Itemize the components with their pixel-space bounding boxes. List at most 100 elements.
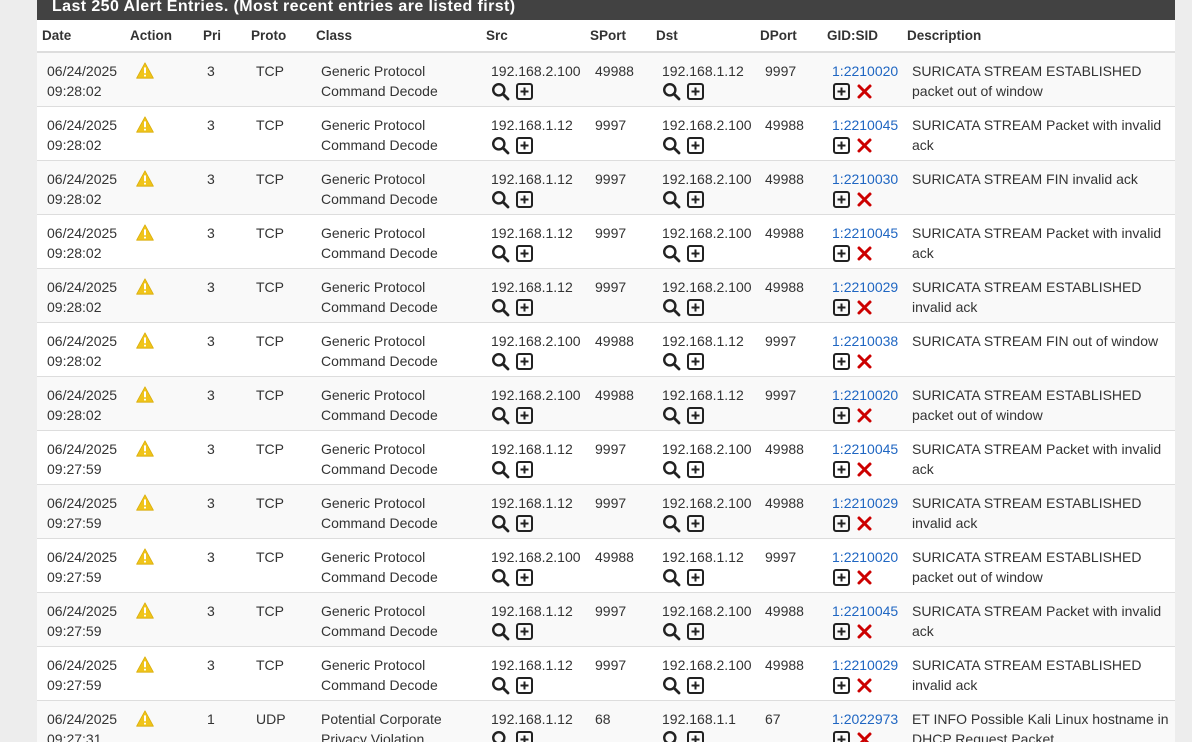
close-icon[interactable] [855,190,874,209]
plus-square-icon[interactable] [515,460,534,479]
plus-square-icon[interactable] [832,82,851,101]
plus-square-icon[interactable] [832,460,851,479]
close-icon[interactable] [855,730,874,742]
gid-sid-link[interactable]: 1:2210029 [832,493,898,513]
plus-square-icon[interactable] [832,190,851,209]
search-icon[interactable] [662,460,681,479]
col-src[interactable]: Src [486,28,508,43]
search-icon[interactable] [491,136,510,155]
plus-square-icon[interactable] [515,82,534,101]
search-icon[interactable] [491,460,510,479]
plus-square-icon[interactable] [686,514,705,533]
search-icon[interactable] [491,676,510,695]
search-icon[interactable] [491,352,510,371]
close-icon[interactable] [855,406,874,425]
search-icon[interactable] [662,622,681,641]
plus-square-icon[interactable] [515,244,534,263]
plus-square-icon[interactable] [832,298,851,317]
plus-square-icon[interactable] [515,676,534,695]
gid-sid-link[interactable]: 1:2210030 [832,169,898,189]
plus-square-icon[interactable] [832,568,851,587]
plus-square-icon[interactable] [832,622,851,641]
plus-square-icon[interactable] [686,676,705,695]
plus-square-icon[interactable] [686,622,705,641]
search-icon[interactable] [491,406,510,425]
gid-sid-link[interactable]: 1:2210020 [832,61,898,81]
col-description[interactable]: Description [907,28,982,43]
plus-square-icon[interactable] [686,136,705,155]
close-icon[interactable] [855,298,874,317]
close-icon[interactable] [855,352,874,371]
plus-square-icon[interactable] [686,460,705,479]
plus-square-icon[interactable] [686,730,705,742]
plus-square-icon[interactable] [515,352,534,371]
plus-square-icon[interactable] [515,136,534,155]
search-icon[interactable] [491,622,510,641]
plus-square-icon[interactable] [832,352,851,371]
search-icon[interactable] [491,568,510,587]
plus-square-icon[interactable] [686,190,705,209]
plus-square-icon[interactable] [832,514,851,533]
plus-square-icon[interactable] [832,676,851,695]
plus-square-icon[interactable] [515,568,534,587]
plus-square-icon[interactable] [686,298,705,317]
search-icon[interactable] [491,514,510,533]
col-action[interactable]: Action [130,28,172,43]
col-dport[interactable]: DPort [760,28,797,43]
plus-square-icon[interactable] [515,622,534,641]
search-icon[interactable] [662,82,681,101]
plus-square-icon[interactable] [686,352,705,371]
col-date[interactable]: Date [42,28,72,43]
close-icon[interactable] [855,460,874,479]
gid-sid-link[interactable]: 1:2210045 [832,115,898,135]
plus-square-icon[interactable] [686,244,705,263]
plus-square-icon[interactable] [832,136,851,155]
col-gidsid[interactable]: GID:SID [827,28,879,43]
search-icon[interactable] [662,244,681,263]
search-icon[interactable] [662,730,681,742]
search-icon[interactable] [491,82,510,101]
plus-square-icon[interactable] [686,82,705,101]
col-pri[interactable]: Pri [203,28,222,43]
plus-square-icon[interactable] [686,406,705,425]
plus-square-icon[interactable] [832,730,851,742]
gid-sid-link[interactable]: 1:2210045 [832,601,898,621]
gid-sid-link[interactable]: 1:2210020 [832,547,898,567]
plus-square-icon[interactable] [515,298,534,317]
gid-sid-link[interactable]: 1:2022973 [832,709,898,729]
plus-square-icon[interactable] [515,190,534,209]
close-icon[interactable] [855,136,874,155]
search-icon[interactable] [662,190,681,209]
plus-square-icon[interactable] [515,514,534,533]
search-icon[interactable] [662,676,681,695]
search-icon[interactable] [662,352,681,371]
plus-square-icon[interactable] [686,568,705,587]
search-icon[interactable] [662,514,681,533]
close-icon[interactable] [855,514,874,533]
gid-sid-link[interactable]: 1:2210029 [832,277,898,297]
gid-sid-link[interactable]: 1:2210029 [832,655,898,675]
plus-square-icon[interactable] [832,406,851,425]
col-dst[interactable]: Dst [656,28,678,43]
close-icon[interactable] [855,622,874,641]
col-proto[interactable]: Proto [251,28,287,43]
search-icon[interactable] [662,568,681,587]
search-icon[interactable] [491,244,510,263]
gid-sid-link[interactable]: 1:2210020 [832,385,898,405]
search-icon[interactable] [491,190,510,209]
close-icon[interactable] [855,82,874,101]
plus-square-icon[interactable] [832,244,851,263]
search-icon[interactable] [662,406,681,425]
search-icon[interactable] [491,298,510,317]
plus-square-icon[interactable] [515,406,534,425]
search-icon[interactable] [662,136,681,155]
gid-sid-link[interactable]: 1:2210045 [832,223,898,243]
gid-sid-link[interactable]: 1:2210045 [832,439,898,459]
close-icon[interactable] [855,676,874,695]
col-class[interactable]: Class [316,28,353,43]
col-sport[interactable]: SPort [590,28,627,43]
gid-sid-link[interactable]: 1:2210038 [832,331,898,351]
plus-square-icon[interactable] [515,730,534,742]
close-icon[interactable] [855,568,874,587]
search-icon[interactable] [662,298,681,317]
